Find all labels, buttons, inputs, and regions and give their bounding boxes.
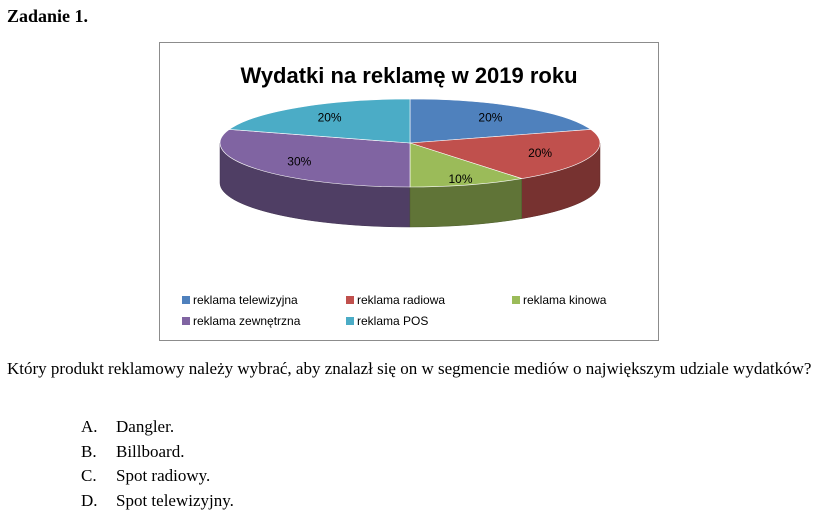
chart-title: Wydatki na reklamę w 2019 roku [240,63,577,88]
question-text: Który produkt reklamowy należy wybrać, a… [7,357,815,381]
answer-letter: C. [81,464,116,489]
answer-list: A. Dangler. B. Billboard. C. Spot radiow… [81,415,234,513]
legend-swatch-reklama-kinowa [512,296,520,304]
answer-option-c: C. Spot radiowy. [81,464,234,489]
pie-chart: Wydatki na reklamę w 2019 roku 20% 20% 10%… [159,42,659,341]
answer-text: Dangler. [116,415,174,440]
answer-letter: B. [81,440,116,465]
answer-text: Spot telewizyjny. [116,489,234,513]
data-label-reklama-zewnetrzna: 30% [287,155,311,169]
legend-label-reklama-zewnetrzna: reklama zewnętrzna [193,314,301,328]
legend-label-reklama-telewizyjna: reklama telewizyjna [193,293,298,307]
answer-option-a: A. Dangler. [81,415,234,440]
pie-chart-svg: Wydatki na reklamę w 2019 roku 20% 20% 10%… [160,43,658,340]
answer-letter: A. [81,415,116,440]
answer-text: Spot radiowy. [116,464,210,489]
legend-label-reklama-pos: reklama POS [357,314,428,328]
data-label-reklama-radiowa: 20% [528,146,552,160]
task-title: Zadanie 1. [7,6,88,27]
legend-swatch-reklama-radiowa [346,296,354,304]
legend-swatch-reklama-zewnetrzna [182,317,190,325]
answer-option-d: D. Spot telewizyjny. [81,489,234,513]
answer-option-b: B. Billboard. [81,440,234,465]
answer-text: Billboard. [116,440,184,465]
legend-swatch-reklama-telewizyjna [182,296,190,304]
legend-label-reklama-radiowa: reklama radiowa [357,293,445,307]
legend-label-reklama-kinowa: reklama kinowa [523,293,607,307]
data-label-reklama-kinowa: 10% [448,172,472,186]
legend-swatch-reklama-pos [346,317,354,325]
data-label-reklama-telewizyjna: 20% [478,110,502,124]
answer-letter: D. [81,489,116,513]
data-label-reklama-pos: 20% [318,110,342,124]
